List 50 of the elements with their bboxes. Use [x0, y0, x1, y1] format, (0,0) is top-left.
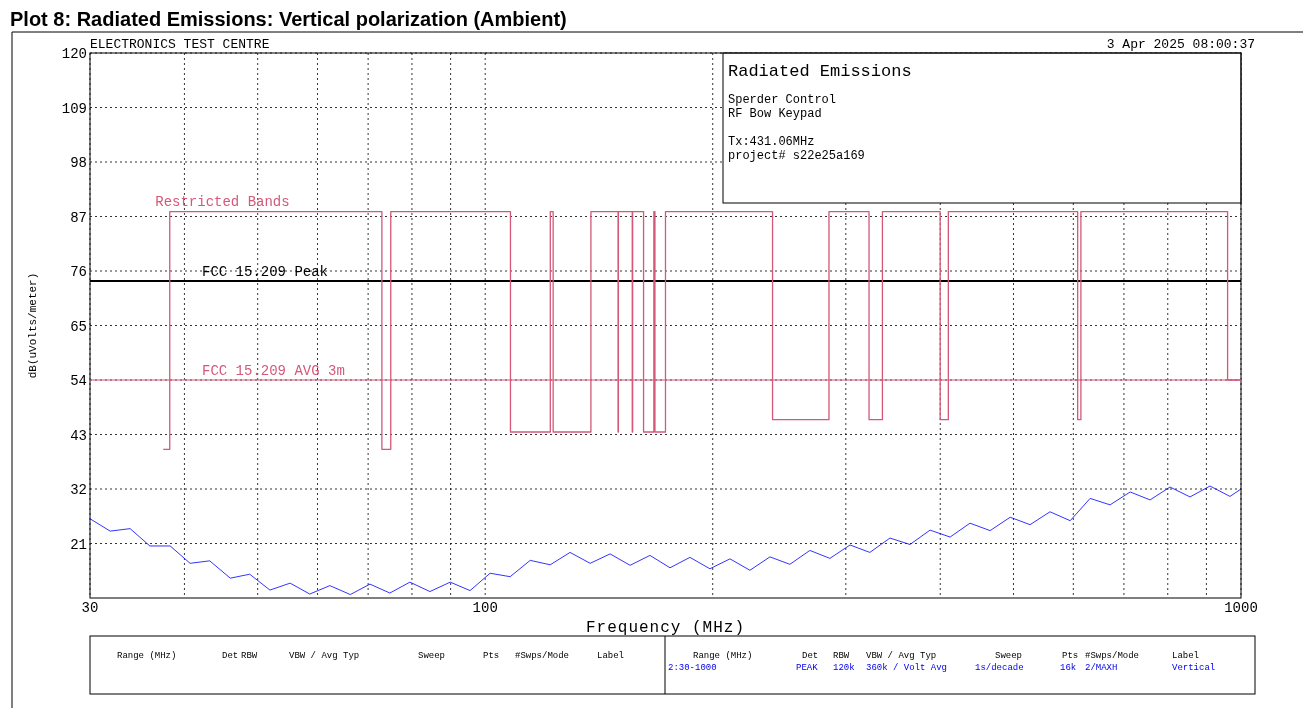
- text: PEAK: [796, 663, 819, 673]
- text: Range (MHz): [117, 651, 177, 661]
- text: 1s/decade: [975, 663, 1024, 673]
- x-tick-label: 1000: [1224, 600, 1258, 616]
- text: Sweep: [995, 651, 1023, 661]
- text: 3 Apr 2025 08:00:37: [1106, 37, 1255, 52]
- text: ELECTRONICS TEST CENTRE: [90, 37, 270, 52]
- text: VBW / Avg Typ: [289, 651, 360, 661]
- x-axis-title: Frequency (MHz): [585, 619, 746, 637]
- text: Det: [222, 651, 239, 661]
- annotation: Sperder Control: [728, 93, 837, 107]
- y-tick-label: 98: [70, 155, 87, 171]
- y-tick-label: 65: [70, 318, 87, 335]
- text: 2/MAXH: [1085, 663, 1118, 673]
- ref-line-label: FCC 15.209 Peak: [202, 263, 329, 280]
- text: Pts: [1062, 651, 1079, 661]
- x-tick-label: 30: [81, 600, 99, 616]
- series-label: Restricted Bands: [155, 193, 290, 210]
- y-tick-label: 54: [70, 373, 87, 389]
- x-tick-label: 100: [472, 600, 498, 616]
- y-tick-label: 120: [61, 46, 87, 62]
- y-tick-label: 43: [70, 427, 87, 444]
- text: Sweep: [418, 651, 446, 661]
- text: 120k: [833, 663, 855, 673]
- annotation: RF Bow Keypad: [728, 107, 822, 121]
- y-tick-label: 21: [70, 536, 87, 553]
- text: VBW / Avg Typ: [866, 651, 937, 661]
- text: Vertical: [1172, 663, 1216, 673]
- text: Label: [1172, 651, 1200, 661]
- text: 2:30-1000: [668, 663, 717, 673]
- y-tick-label: 76: [70, 264, 87, 280]
- text: 360k / Volt Avg: [866, 663, 948, 673]
- text: Pts: [483, 651, 500, 661]
- annotation: project# s22e25a169: [728, 149, 865, 163]
- chart-title: Plot 8: Radiated Emissions: Vertical polarization (Ambient): [10, 8, 567, 30]
- y-tick-label: 32: [70, 482, 87, 498]
- text: 16k: [1060, 663, 1077, 673]
- text: Label: [597, 651, 625, 661]
- annotation: Tx:431.06MHz: [728, 135, 815, 149]
- y-tick-label: 87: [70, 209, 87, 226]
- text: #Swps/Mode: [515, 651, 570, 661]
- annotation: Radiated Emissions: [728, 62, 912, 81]
- text: RBW: [241, 651, 258, 661]
- y-tick-label: 109: [61, 100, 87, 117]
- text: Range (MHz): [693, 651, 753, 661]
- text: RBW: [833, 651, 850, 661]
- text: Det: [802, 651, 819, 661]
- y-axis-title: dB(uVolts/meter): [27, 272, 39, 379]
- text: #Swps/Mode: [1085, 651, 1140, 661]
- ref-line-label: FCC 15.209 AVG 3m: [202, 363, 345, 379]
